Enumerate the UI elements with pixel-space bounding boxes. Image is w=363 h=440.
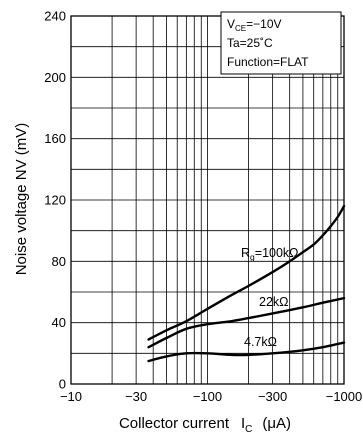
y-tick-label: 40 <box>52 315 66 330</box>
y-tick-label: 120 <box>44 193 66 208</box>
x-tick-label: −10 <box>60 389 82 404</box>
y-tick-label: 240 <box>44 9 66 24</box>
condition-function: Function=FLAT <box>227 55 309 69</box>
series-line-4-7k <box>147 341 346 363</box>
x-tick-label: −1000 <box>326 389 363 404</box>
x-tick-label: −300 <box>258 389 287 404</box>
plot-frame <box>70 15 345 385</box>
x-axis-label: Collector current IC (μA) <box>119 415 291 435</box>
y-tick-label: 80 <box>52 254 66 269</box>
series-line-22k <box>147 296 346 349</box>
series-label-22k: 22kΩ <box>259 295 289 309</box>
condition-vce: VCE=−10V <box>227 17 282 33</box>
conditions-box <box>220 11 342 75</box>
y-tick-label: 160 <box>44 131 66 146</box>
x-tick-label: −100 <box>193 389 222 404</box>
y-tick-label: 0 <box>59 377 66 392</box>
series-label-100k: Rg=100kΩ <box>241 246 299 262</box>
y-tick-label: 200 <box>44 70 66 85</box>
plot-border <box>70 15 345 385</box>
y-axis-label: Noise voltage NV (mV) <box>13 123 30 276</box>
x-tick-label: −30 <box>125 389 147 404</box>
series-lines <box>147 204 346 363</box>
condition-ta: Ta=25˚C <box>227 36 273 50</box>
series-label-4-7k: 4.7kΩ <box>244 335 277 349</box>
conditions-legend: VCE=−10V Ta=25˚C Function=FLAT <box>220 11 342 75</box>
series-line-100k <box>147 204 346 341</box>
tick-labels: 0 40 80 120 160 200 240 −10 −30 −100 −300 −1000 <box>44 9 362 405</box>
